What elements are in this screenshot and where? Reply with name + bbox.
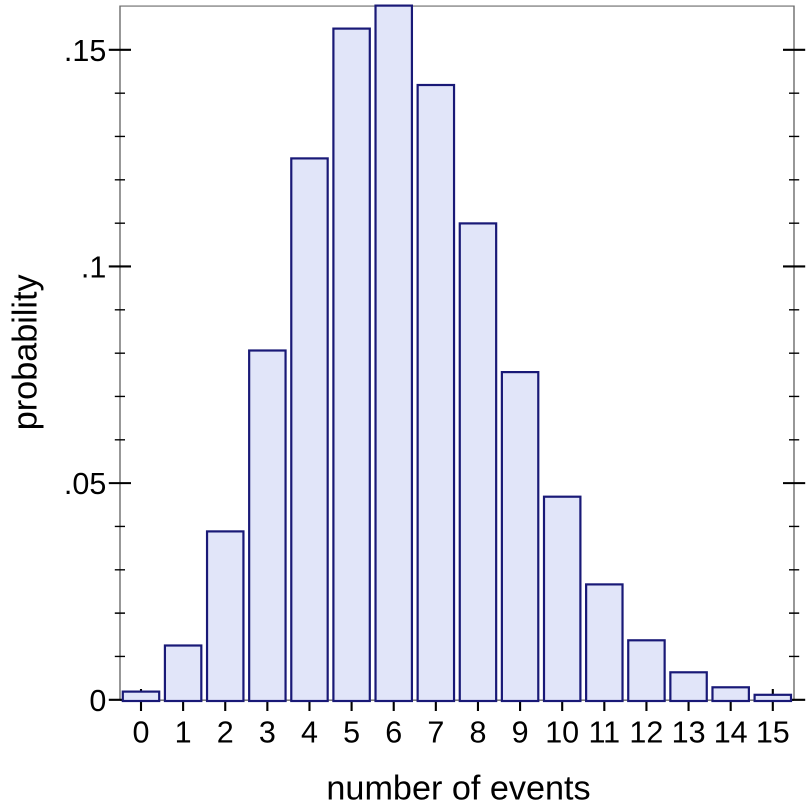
svg-text:0: 0 bbox=[89, 684, 106, 718]
svg-text:0: 0 bbox=[133, 716, 150, 750]
svg-text:10: 10 bbox=[545, 716, 579, 750]
svg-text:6: 6 bbox=[385, 716, 402, 750]
svg-text:15: 15 bbox=[756, 716, 790, 750]
svg-text:8: 8 bbox=[470, 716, 487, 750]
svg-text:11: 11 bbox=[588, 716, 620, 750]
svg-text:7: 7 bbox=[427, 716, 444, 750]
svg-text:.05: .05 bbox=[64, 467, 106, 501]
svg-text:3: 3 bbox=[259, 716, 276, 750]
svg-text:5: 5 bbox=[343, 716, 360, 750]
svg-text:1: 1 bbox=[175, 716, 192, 750]
svg-text:.1: .1 bbox=[81, 251, 106, 285]
svg-text:probability: probability bbox=[7, 273, 45, 430]
svg-text:4: 4 bbox=[301, 716, 318, 750]
svg-text:14: 14 bbox=[714, 716, 748, 750]
svg-text:9: 9 bbox=[512, 716, 529, 750]
svg-text:number of events: number of events bbox=[326, 769, 590, 807]
svg-text:13: 13 bbox=[672, 716, 706, 750]
svg-text:12: 12 bbox=[629, 716, 663, 750]
svg-text:.15: .15 bbox=[64, 34, 106, 68]
svg-text:2: 2 bbox=[217, 716, 234, 750]
